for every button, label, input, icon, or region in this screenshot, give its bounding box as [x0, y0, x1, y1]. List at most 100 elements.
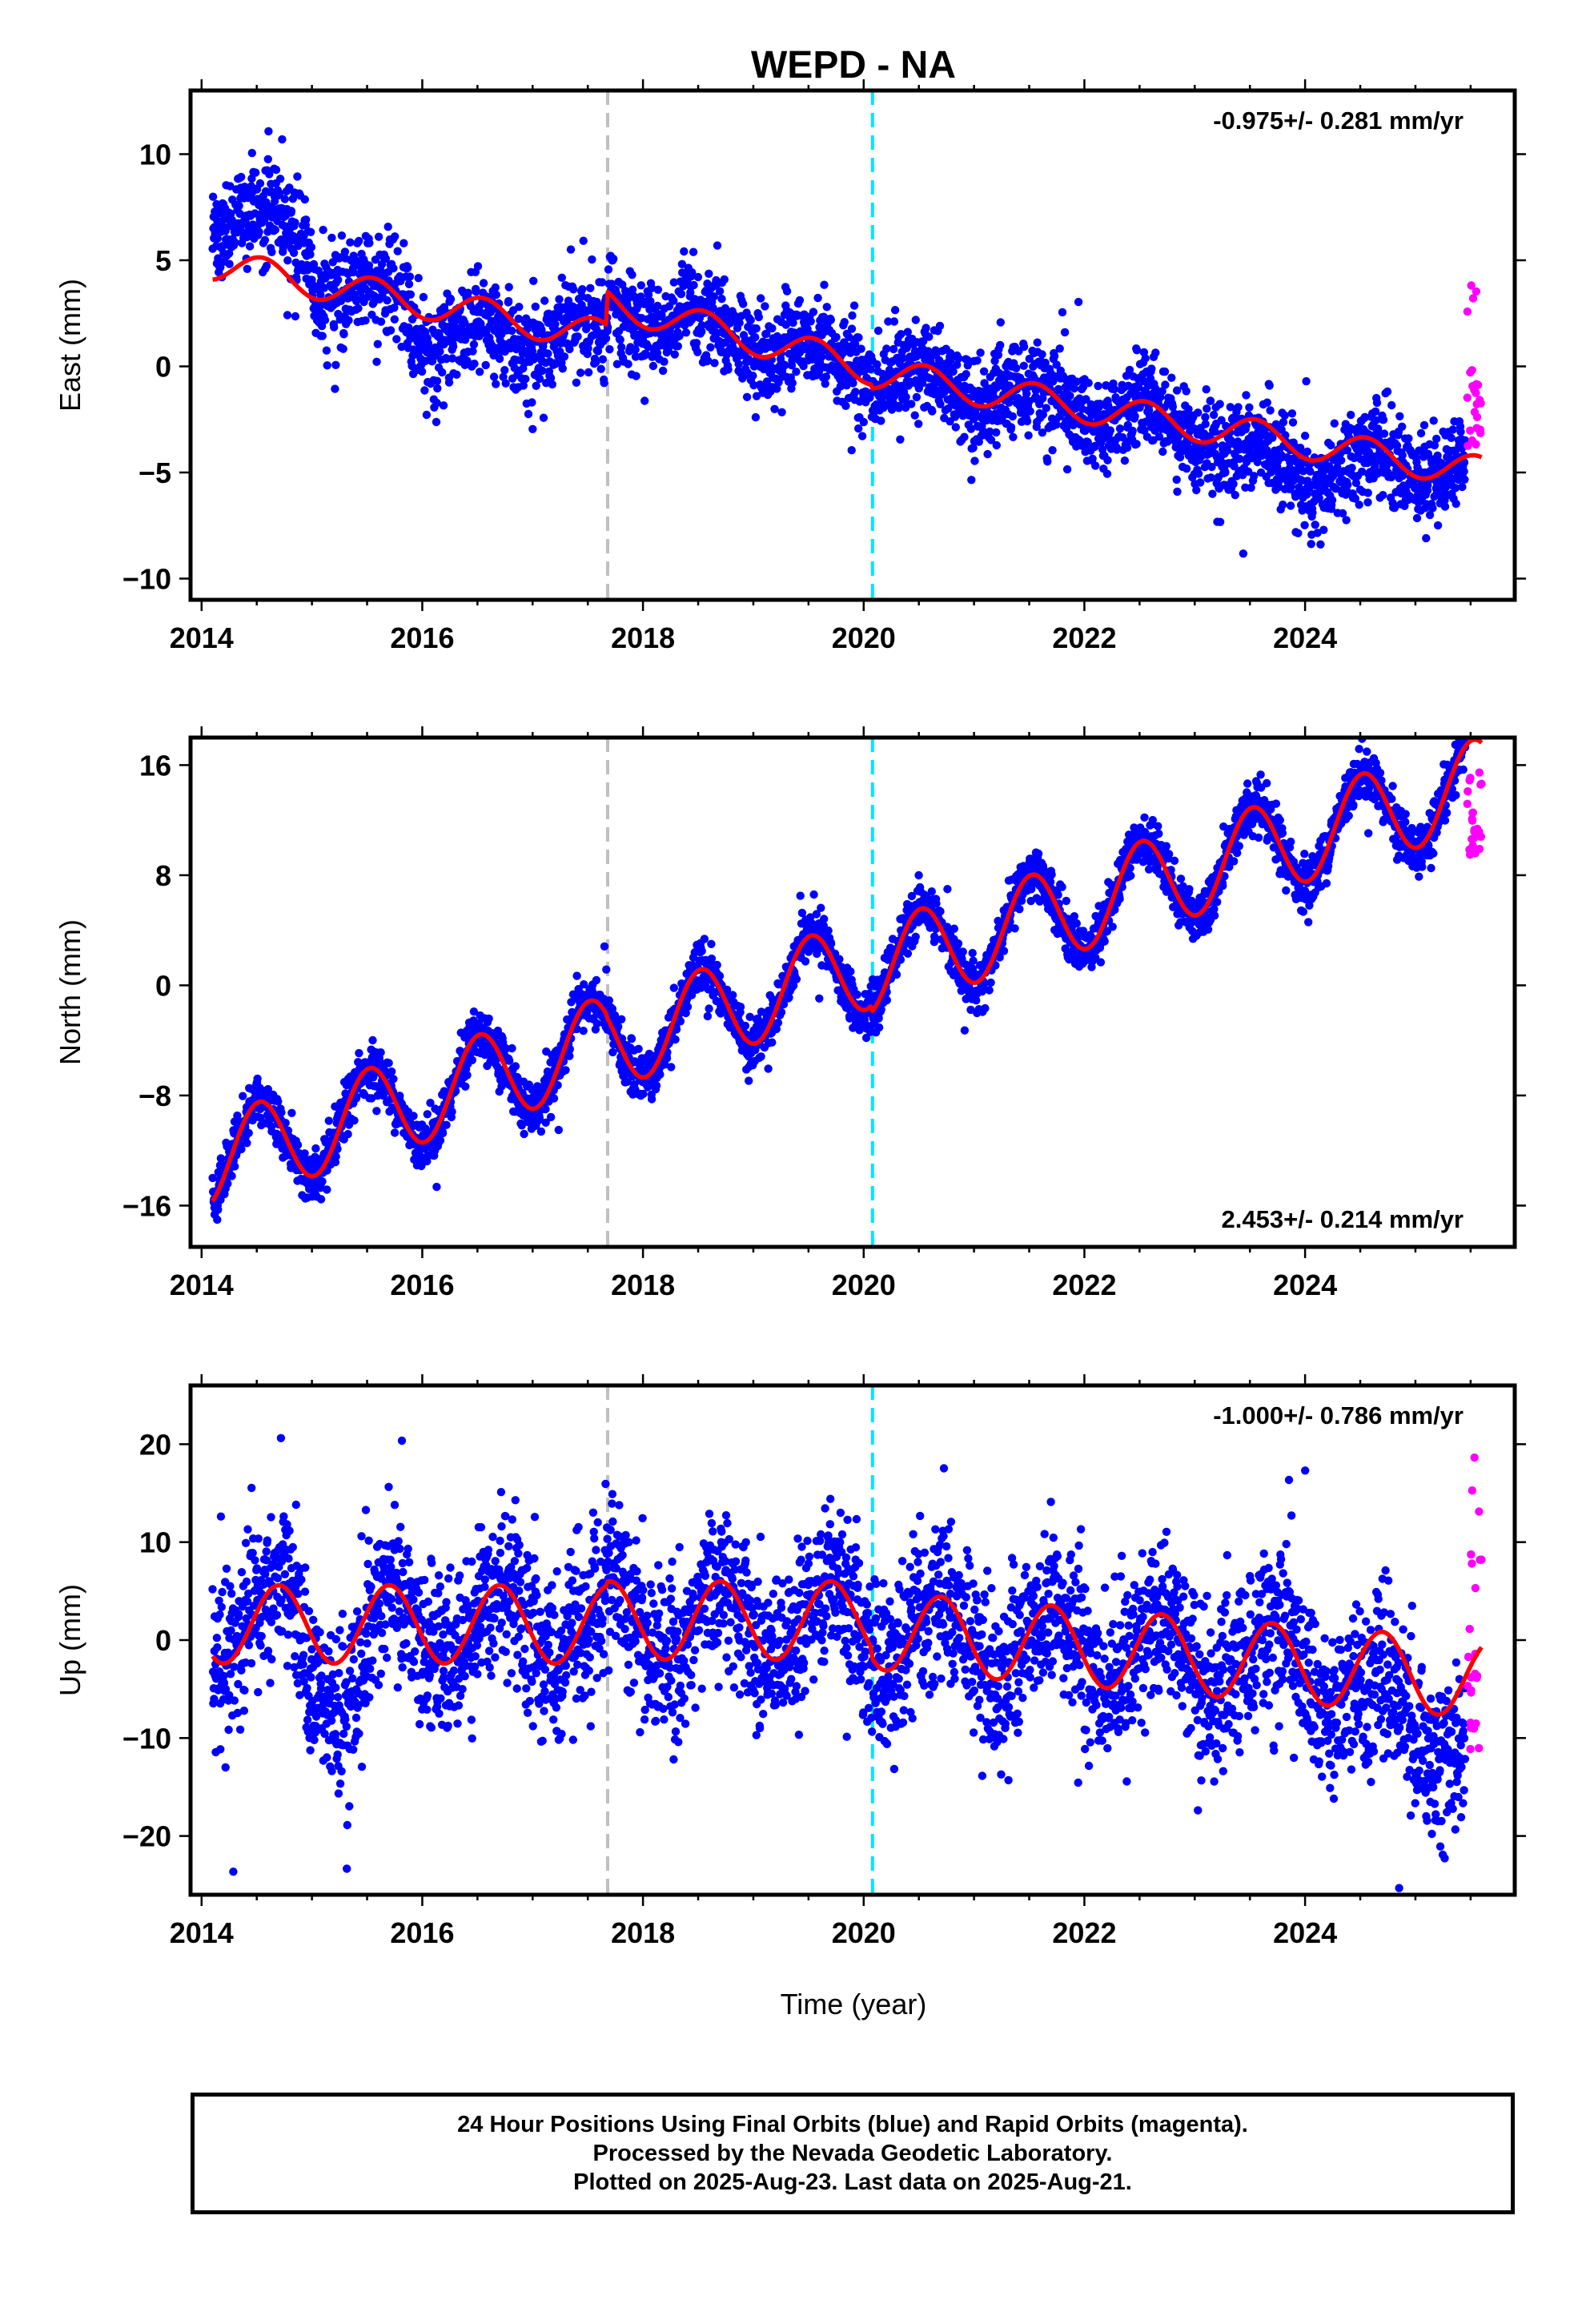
east-final-point [473, 262, 483, 271]
east-final-point [578, 285, 587, 294]
east-final-point [1055, 344, 1064, 353]
east-final-point [262, 198, 271, 207]
east-final-point [1327, 496, 1337, 505]
east-final-point [857, 344, 865, 353]
east-final-point [306, 227, 315, 236]
east-rapid-point [1464, 441, 1472, 450]
east-final-point [588, 255, 596, 264]
east-final-point [951, 423, 961, 432]
east-final-point [1203, 404, 1211, 413]
east-final-point [500, 366, 509, 375]
east-final-point [976, 348, 985, 357]
east-final-point [799, 361, 808, 371]
east-final-point [433, 384, 442, 393]
east-final-point [1288, 418, 1298, 427]
east-final-point [954, 354, 963, 363]
east-final-point [1154, 432, 1164, 441]
east-final-point [1351, 478, 1361, 488]
east-final-point [355, 236, 363, 246]
east-final-point [569, 285, 578, 294]
north-final-point [669, 983, 678, 992]
east-final-point [1242, 391, 1251, 400]
east-final-point [973, 356, 982, 365]
east-final-point [1327, 440, 1335, 450]
east-final-point [1404, 434, 1413, 443]
east-final-point [1110, 384, 1119, 394]
east-final-point [734, 360, 743, 368]
east-final-point [706, 343, 715, 352]
east-final-point [911, 316, 921, 324]
east-final-point [901, 392, 910, 401]
north-final-point [579, 1027, 588, 1035]
east-final-point [873, 326, 883, 336]
east-final-point [572, 378, 581, 387]
north-final-point [355, 1048, 363, 1058]
east-final-point [669, 278, 678, 287]
east-final-point [1383, 387, 1392, 396]
east-final-point [752, 392, 761, 400]
east-rapid-point [1463, 393, 1472, 402]
east-final-point [640, 396, 649, 405]
east-final-point [1229, 480, 1238, 489]
east-final-point [894, 401, 904, 411]
east-final-point [1066, 392, 1074, 400]
east-final-point [1374, 424, 1383, 433]
east-final-point [1279, 501, 1287, 509]
east-final-point [949, 367, 958, 376]
north-final-point [263, 1084, 272, 1094]
east-final-point [260, 235, 270, 244]
east-final-point [1433, 521, 1443, 530]
east-final-point [609, 255, 618, 263]
east-final-point [1172, 386, 1182, 395]
east-final-point [1419, 420, 1429, 430]
north-final-point [423, 1110, 432, 1119]
east-final-point [1316, 540, 1325, 549]
east-final-point [208, 192, 218, 201]
north-final-point [231, 1162, 239, 1171]
east-final-point [1019, 342, 1029, 352]
east-final-point [1319, 525, 1328, 534]
east-final-point [633, 301, 642, 311]
east-final-point [316, 291, 325, 300]
north-final-point [508, 1043, 516, 1053]
east-final-point [283, 311, 292, 320]
east-final-point [712, 329, 721, 338]
east-final-point [692, 339, 701, 348]
east-rapid-point [1470, 408, 1480, 416]
east-final-point [405, 272, 415, 281]
east-final-point [489, 372, 499, 381]
east-final-point [508, 326, 516, 336]
east-final-point [597, 278, 607, 287]
east-final-point [555, 295, 564, 304]
east-final-point [225, 249, 234, 258]
east-final-point [1315, 493, 1323, 503]
east-final-point [289, 248, 299, 257]
east-final-point [528, 398, 536, 407]
east-final-point [967, 476, 976, 485]
east-final-point [424, 339, 433, 348]
east-final-point [592, 357, 600, 367]
east-final-point [1242, 421, 1251, 430]
north-final-point [461, 1082, 470, 1092]
east-final-point [481, 360, 490, 370]
east-final-point [1452, 499, 1460, 509]
east-final-point [237, 172, 246, 182]
east-final-point [1294, 529, 1303, 537]
east-final-point [275, 175, 285, 183]
north-final-point [233, 1111, 242, 1120]
east-final-point [735, 319, 744, 328]
east-final-point [573, 332, 582, 341]
east-final-point [1342, 516, 1351, 525]
east-rapid-point [1476, 399, 1485, 408]
east-final-point [1038, 410, 1048, 419]
east-final-point [907, 400, 916, 408]
east-final-point [854, 333, 863, 342]
east-final-point [832, 332, 841, 342]
east-y-tick-label: 10 [139, 139, 171, 171]
east-final-point [806, 317, 815, 326]
east-final-point [710, 359, 719, 368]
north-final-point [442, 1120, 451, 1129]
east-final-point [986, 436, 996, 444]
